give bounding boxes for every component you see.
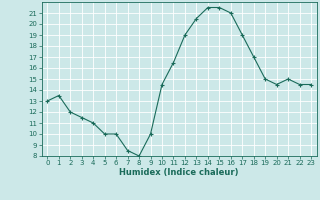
X-axis label: Humidex (Indice chaleur): Humidex (Indice chaleur) [119,168,239,177]
